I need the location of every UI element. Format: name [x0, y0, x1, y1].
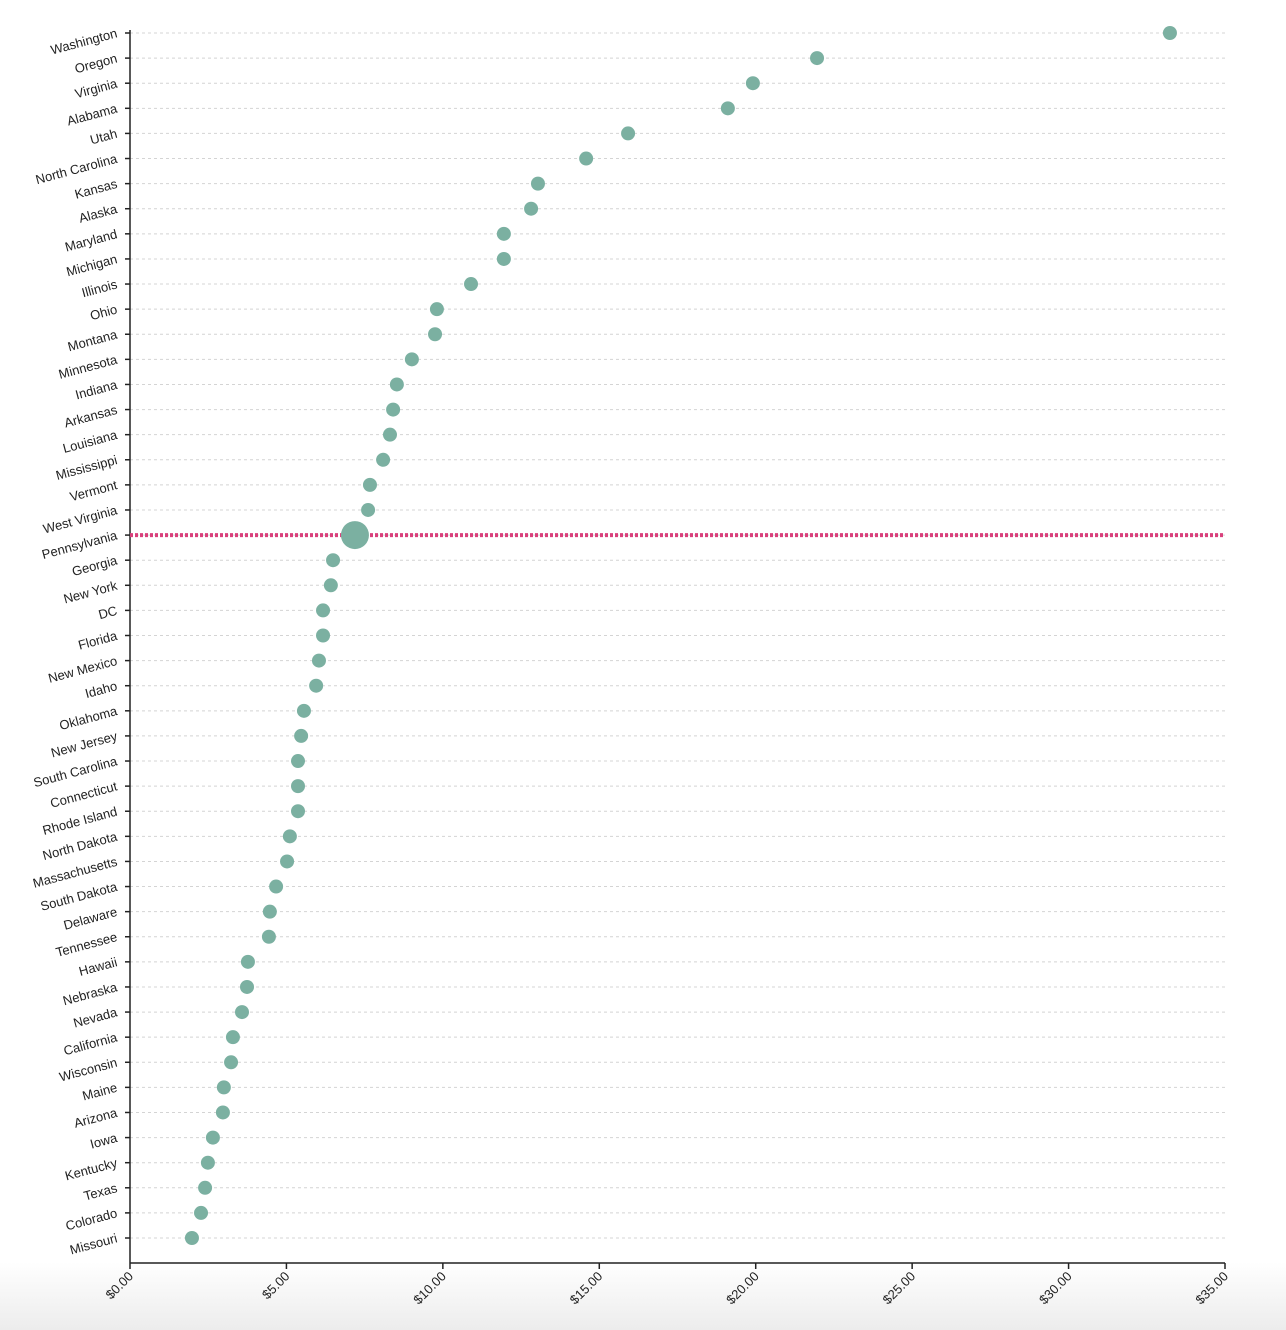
y-tick-label: Maryland — [63, 226, 119, 254]
y-tick-label: DC — [97, 603, 119, 622]
y-tick-label: Missouri — [68, 1230, 119, 1257]
x-tick-label: $35.00 — [1192, 1269, 1231, 1308]
dot — [316, 628, 331, 643]
dot — [326, 553, 341, 568]
dot — [294, 728, 309, 743]
dot — [496, 226, 511, 241]
y-tick-label: Oklahoma — [58, 703, 120, 733]
y-tick-label: Kansas — [73, 176, 119, 202]
y-tick-label: Utah — [88, 126, 118, 148]
y-tick-label: Illinois — [80, 276, 119, 300]
y-tick-label: Ohio — [88, 302, 118, 324]
dot — [530, 176, 545, 191]
dot — [309, 678, 324, 693]
dot — [316, 603, 331, 618]
dot — [280, 854, 295, 869]
x-tick-label: $30.00 — [1036, 1269, 1075, 1308]
y-tick-label: Nevada — [72, 1004, 120, 1030]
dot — [720, 101, 735, 116]
y-tick-label: New York — [62, 578, 119, 607]
dot — [464, 277, 479, 292]
y-tick-label: Florida — [76, 628, 119, 653]
dot — [291, 754, 306, 769]
background-fade — [0, 1262, 1286, 1330]
dot — [340, 521, 369, 550]
x-tick-label: $20.00 — [723, 1269, 762, 1308]
dot — [215, 1105, 230, 1120]
dot — [282, 829, 297, 844]
dot — [235, 1005, 250, 1020]
dot — [269, 879, 284, 894]
dot — [291, 804, 306, 819]
dot — [216, 1080, 231, 1095]
y-tick-label: Maine — [81, 1080, 119, 1104]
y-tick-label: Wisconsin — [58, 1055, 119, 1085]
dot — [184, 1231, 199, 1245]
dot — [404, 352, 419, 367]
dot — [810, 51, 825, 66]
y-tick-label: Georgia — [70, 552, 119, 579]
dot — [224, 1055, 239, 1070]
y-tick-label: Oregon — [73, 51, 119, 77]
dot — [205, 1130, 220, 1145]
y-tick-label: Iowa — [88, 1130, 119, 1152]
dot — [1162, 26, 1177, 40]
y-tick-label: Idaho — [83, 678, 118, 701]
dot — [382, 427, 397, 442]
y-tick-label: Delaware — [62, 904, 119, 933]
dot — [291, 779, 306, 794]
y-tick-label: Texas — [82, 1180, 119, 1203]
x-tick-label: $25.00 — [880, 1269, 919, 1308]
dot — [745, 76, 760, 91]
dot — [429, 302, 444, 317]
dot — [225, 1030, 240, 1045]
dot — [194, 1205, 209, 1220]
dot — [262, 904, 277, 919]
x-tick-label: $5.00 — [259, 1269, 293, 1303]
y-tick-label: Arizona — [72, 1105, 119, 1131]
y-tick-label: Montana — [66, 326, 119, 354]
dot — [296, 703, 311, 718]
y-tick-label: Arkansas — [63, 402, 120, 431]
dot — [621, 126, 636, 141]
y-tick-label: California — [62, 1029, 120, 1058]
y-tick-label: Virginia — [73, 75, 119, 101]
dot — [198, 1180, 213, 1195]
x-tick-label: $15.00 — [567, 1269, 606, 1308]
x-tick-label: $0.00 — [103, 1269, 137, 1303]
x-tick-label: $10.00 — [410, 1269, 449, 1308]
dot — [261, 929, 276, 944]
dot — [496, 251, 511, 266]
y-tick-label: Vermont — [68, 477, 119, 504]
dot — [524, 201, 539, 216]
y-tick-label: Kentucky — [63, 1155, 119, 1183]
dot — [428, 327, 443, 342]
dot — [362, 477, 377, 492]
y-tick-label: Indiana — [74, 377, 120, 403]
dot — [240, 979, 255, 994]
y-tick-label: Nebraska — [61, 979, 119, 1008]
dot — [200, 1155, 215, 1170]
y-tick-label: Louisiana — [61, 427, 119, 456]
dot — [389, 377, 404, 392]
dot — [376, 452, 391, 467]
dot — [386, 402, 401, 417]
dot — [361, 502, 376, 517]
y-tick-label: Alabama — [65, 101, 119, 129]
y-tick-label: Colorado — [64, 1205, 119, 1233]
dot — [323, 578, 338, 593]
y-tick-label: Michigan — [65, 251, 119, 279]
y-tick-label: Hawaii — [77, 954, 119, 979]
dot — [240, 954, 255, 969]
dot — [311, 653, 326, 668]
dot — [579, 151, 594, 166]
y-tick-label: Alaska — [77, 201, 119, 226]
